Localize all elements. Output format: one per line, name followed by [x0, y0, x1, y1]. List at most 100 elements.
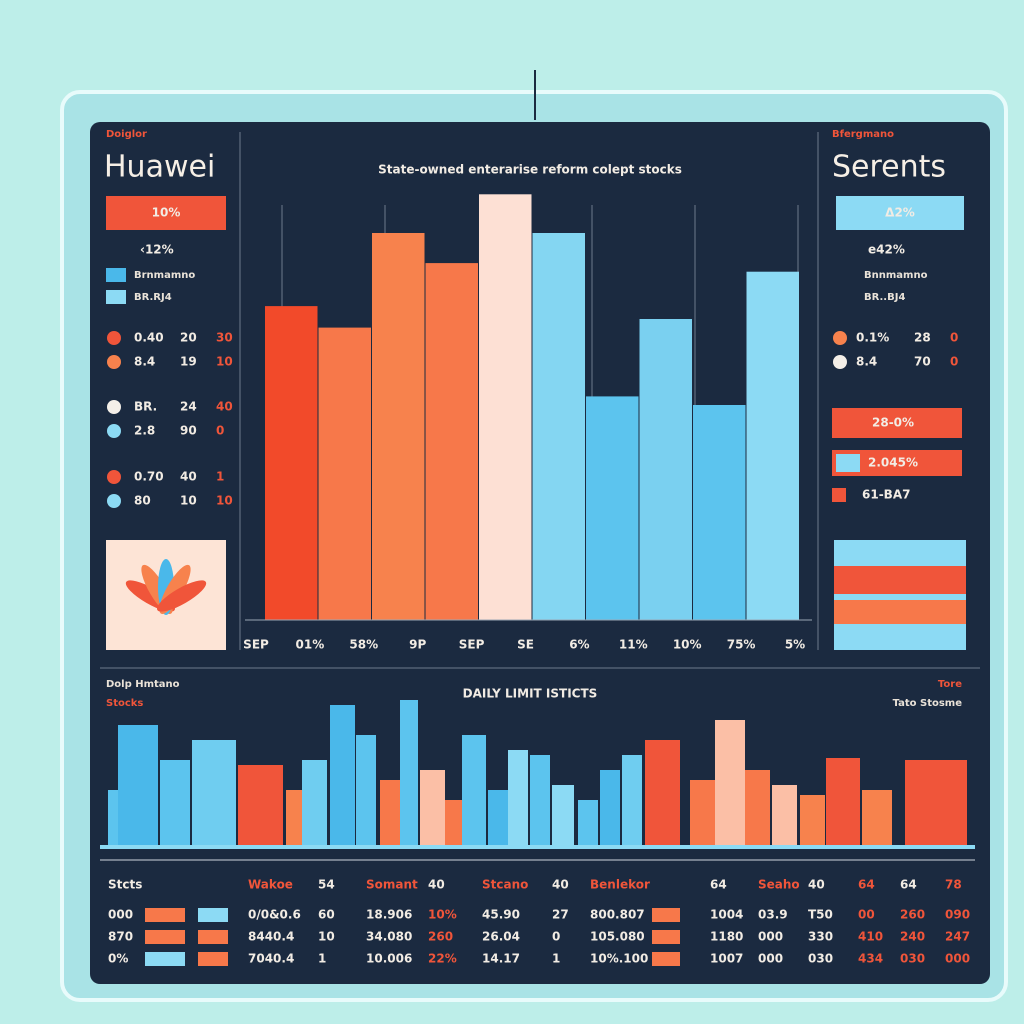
row-value: 40: [216, 400, 233, 414]
bar: [746, 271, 799, 620]
table-cell: 14.17: [482, 952, 520, 966]
row-dot: [107, 355, 121, 369]
x-tick-label: 5%: [785, 638, 805, 652]
table-cell: 60: [318, 908, 335, 922]
row-value: 0: [950, 331, 958, 345]
table-cell: 0: [552, 930, 560, 944]
table-cell: 000: [758, 930, 783, 944]
street: [100, 845, 975, 849]
tag-swatch: [832, 488, 846, 502]
row-value: 2.8: [134, 424, 155, 438]
table-cell: 7040.4: [248, 952, 294, 966]
tag-swatch: [836, 454, 860, 472]
table-cell: 870: [108, 930, 133, 944]
table-cell: 260: [900, 908, 925, 922]
building: [552, 785, 574, 845]
building: [330, 705, 355, 845]
table-cell: 1: [552, 952, 560, 966]
tag: 28-0%: [872, 416, 914, 430]
table-cell: 247: [945, 930, 970, 944]
table-cell: 000: [945, 952, 970, 966]
row-value: 20: [180, 331, 197, 345]
lower-sub: Stocks: [106, 698, 143, 709]
table-cell: 800.807: [590, 908, 645, 922]
row-value: BR.: [134, 400, 157, 414]
tag-box: [832, 408, 962, 438]
table-cell: 34.080: [366, 930, 412, 944]
table-cell: 090: [945, 908, 970, 922]
row-value: 28: [914, 331, 931, 345]
x-tick-label: SE: [517, 638, 534, 652]
table-cell: 10%: [428, 908, 457, 922]
table-cell: 1004: [710, 908, 743, 922]
table-cell: 000: [108, 908, 133, 922]
table-cell: 45.90: [482, 908, 520, 922]
row-value: 19: [180, 355, 197, 369]
right-badge-box: [836, 196, 964, 230]
row-value: 10: [180, 494, 197, 508]
row-value: 70: [914, 355, 931, 369]
lower-sub: Tato Stosme: [893, 698, 963, 709]
table-header: 64: [710, 878, 727, 892]
row-value: 90: [180, 424, 197, 438]
table-cell: 10: [318, 930, 335, 944]
bar: [639, 319, 692, 620]
table-cell: 0/0&0.6: [248, 908, 301, 922]
table-cell: 8440.4: [248, 930, 294, 944]
table-cell: 105.080: [590, 930, 645, 944]
building: [380, 780, 400, 845]
bar: [372, 233, 425, 620]
table-cell: 434: [858, 952, 883, 966]
building: [445, 800, 465, 845]
table-header: 64: [900, 878, 917, 892]
building: [600, 770, 620, 845]
table-header: 40: [552, 878, 569, 892]
table-cell: 260: [428, 930, 453, 944]
building: [578, 800, 598, 845]
left-change: ‹12%: [140, 243, 174, 257]
row-value: 80: [134, 494, 151, 508]
lower-title: DAILY LIMIT ISTICTS: [463, 687, 598, 701]
building: [826, 758, 860, 845]
table-cell: 0%: [108, 952, 128, 966]
table-cell: 240: [900, 930, 925, 944]
left-kicker: Doiglor: [106, 129, 147, 140]
bar: [425, 263, 478, 620]
table-cell: 27: [552, 908, 569, 922]
building: [530, 755, 550, 845]
table-header: Seaho: [758, 878, 800, 892]
table-header: Stcts: [108, 878, 142, 892]
x-tick-label: 01%: [296, 638, 325, 652]
building: [286, 790, 306, 845]
table-swatches: [145, 908, 680, 966]
x-tick-label: 10%: [673, 638, 702, 652]
logo: [125, 559, 207, 615]
building: [508, 750, 528, 845]
row-value: 24: [180, 400, 197, 414]
lower-kicker: Dolp Hmtano: [106, 679, 180, 690]
building: [420, 770, 445, 845]
left-legend: Brnmamno: [134, 270, 195, 281]
row-value: 8.4: [856, 355, 877, 369]
table-header: Somant: [366, 878, 418, 892]
bar: [265, 306, 318, 620]
table-cell: 10%.100: [590, 952, 648, 966]
table-cell: 410: [858, 930, 883, 944]
lower-kicker: Tore: [938, 679, 962, 690]
table-cell: 000: [758, 952, 783, 966]
row-value: 30: [216, 331, 233, 345]
left-legend: BR.RJ4: [134, 292, 172, 303]
table-cell: 18.906: [366, 908, 412, 922]
row-value: 8.4: [134, 355, 155, 369]
row-dot: [107, 331, 121, 345]
bar: [586, 396, 639, 620]
bar: [532, 233, 585, 620]
x-tick-label: 11%: [619, 638, 648, 652]
building: [745, 770, 770, 845]
table-cell: 1007: [710, 952, 743, 966]
table-cell: 22%: [428, 952, 457, 966]
left-title: Huawei: [104, 150, 215, 185]
row-value: 10: [216, 494, 233, 508]
table-cell: 26.04: [482, 930, 520, 944]
building: [772, 785, 797, 845]
